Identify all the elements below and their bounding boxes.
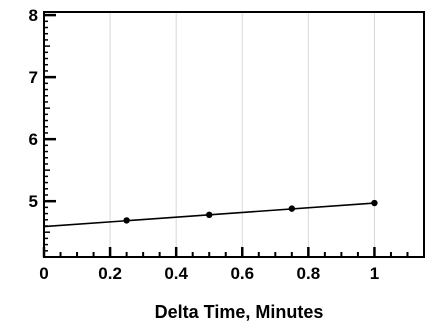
tick-labels: 0 0.2 0.4 0.6 0.8 1 5 6 7 8 [29,6,380,283]
grid-layer [109,12,375,257]
x-tick-label: 0.2 [98,264,122,283]
y-tick-label: 8 [29,6,38,25]
y-tick-label: 5 [29,192,38,211]
x-axis-title: Delta Time, Minutes [155,302,324,322]
plot-frame [43,11,425,258]
data-point [123,217,130,224]
minor-ticks [44,20,409,258]
data-point [288,205,296,212]
x-tick-label: 0.8 [297,264,321,283]
x-tick-label: 0 [39,264,48,283]
x-tick-label: 0.4 [164,264,188,283]
y-tick-label: 6 [29,130,38,149]
major-ticks [42,13,376,257]
y-tick-label: 7 [29,68,38,87]
series-layer [43,199,378,228]
data-point [206,211,213,219]
data-point [371,199,378,207]
x-tick-label: 0.6 [230,264,254,283]
x-tick-label: 1 [370,264,379,283]
